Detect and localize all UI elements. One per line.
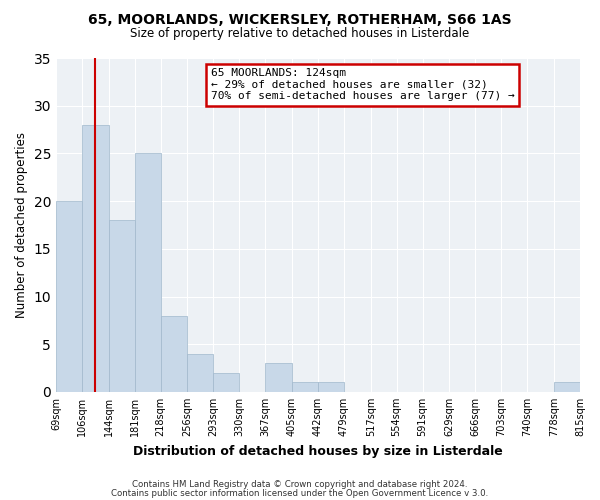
Bar	[56, 201, 82, 392]
Text: Contains HM Land Registry data © Crown copyright and database right 2024.: Contains HM Land Registry data © Crown c…	[132, 480, 468, 489]
Text: 65 MOORLANDS: 124sqm
← 29% of detached houses are smaller (32)
70% of semi-detac: 65 MOORLANDS: 124sqm ← 29% of detached h…	[211, 68, 514, 101]
Bar	[265, 364, 292, 392]
Bar	[292, 382, 318, 392]
Bar	[135, 154, 161, 392]
Bar	[187, 354, 214, 392]
X-axis label: Distribution of detached houses by size in Listerdale: Distribution of detached houses by size …	[133, 444, 503, 458]
Text: Size of property relative to detached houses in Listerdale: Size of property relative to detached ho…	[130, 28, 470, 40]
Bar	[554, 382, 580, 392]
Bar	[214, 373, 239, 392]
Bar	[161, 316, 187, 392]
Bar	[82, 125, 109, 392]
Bar	[109, 220, 135, 392]
Text: 65, MOORLANDS, WICKERSLEY, ROTHERHAM, S66 1AS: 65, MOORLANDS, WICKERSLEY, ROTHERHAM, S6…	[88, 12, 512, 26]
Text: Contains public sector information licensed under the Open Government Licence v : Contains public sector information licen…	[112, 488, 488, 498]
Y-axis label: Number of detached properties: Number of detached properties	[15, 132, 28, 318]
Bar	[318, 382, 344, 392]
